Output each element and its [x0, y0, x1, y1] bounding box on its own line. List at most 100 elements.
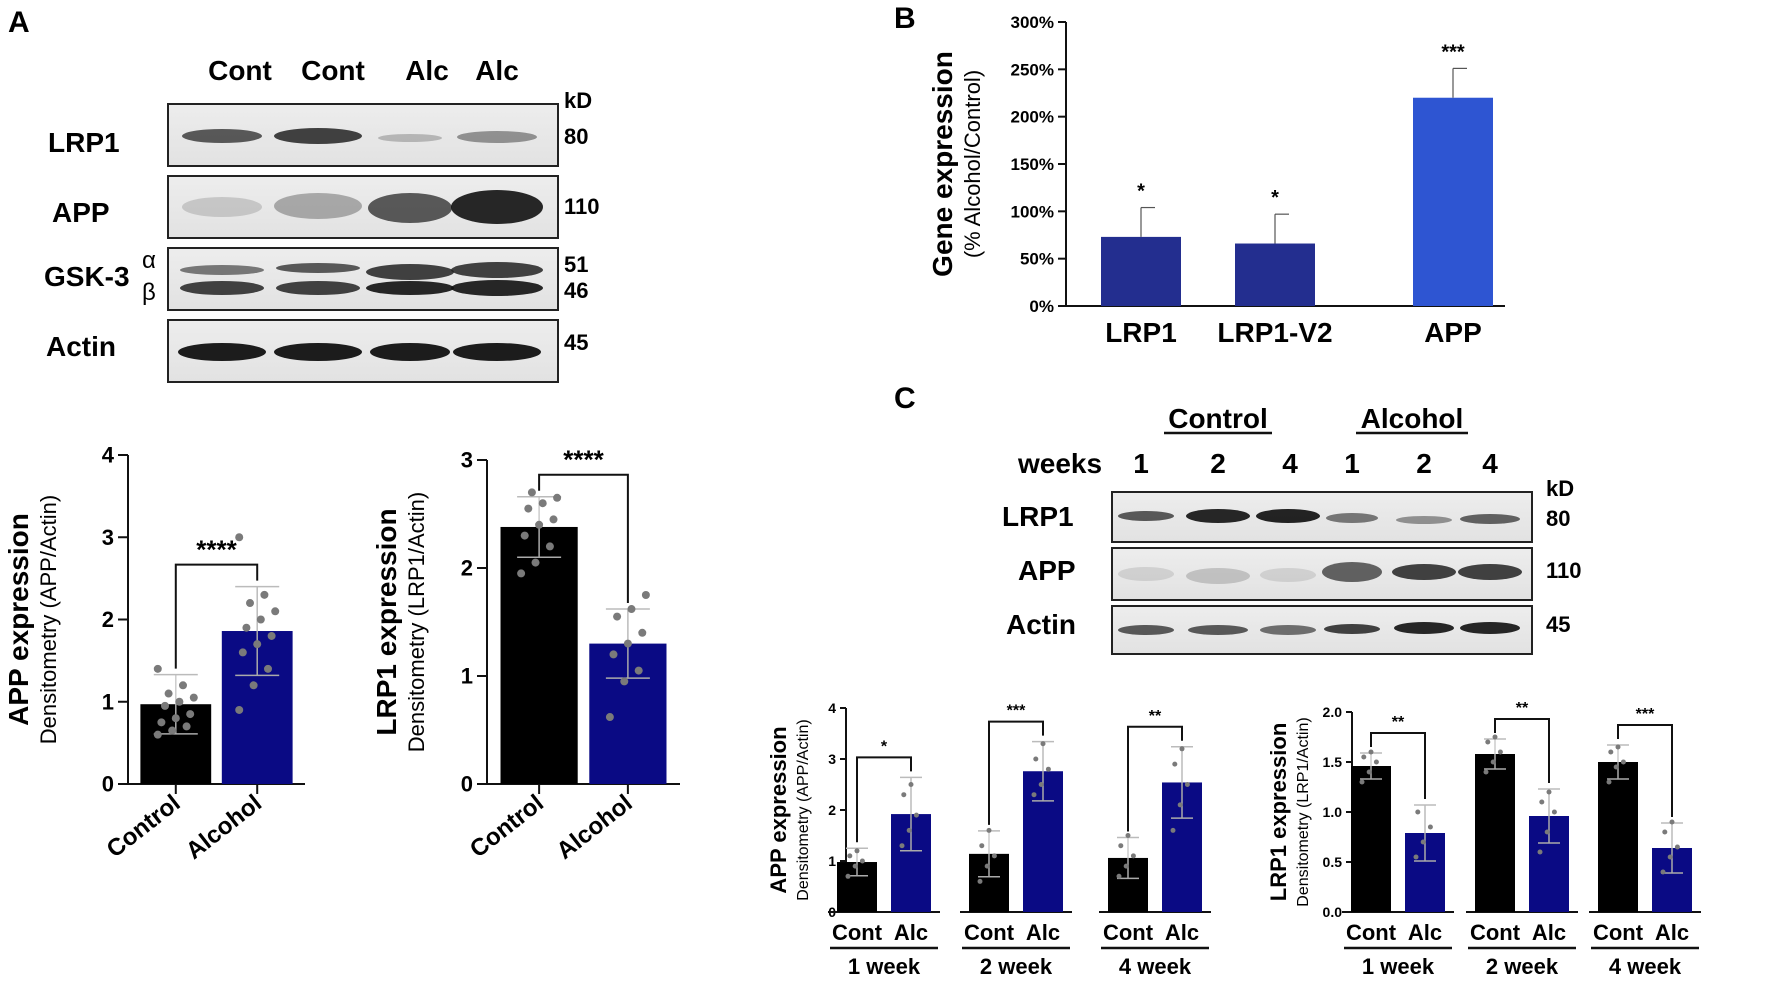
data-point: [1130, 853, 1136, 859]
data-point: [852, 863, 858, 869]
data-point: [1427, 824, 1433, 830]
y-tick-label: 2.0: [1323, 704, 1343, 720]
data-point: [535, 520, 544, 529]
blot-c-kd-app: 110: [1546, 558, 1582, 583]
significance-bracket: [538, 473, 629, 604]
data-point: [1038, 782, 1044, 787]
blot-a-lane-3: Alc: [405, 55, 449, 86]
data-point: [1490, 759, 1496, 765]
data-point: [977, 878, 983, 884]
blot-a-kd-app: 110: [564, 194, 600, 219]
y-axis-subtitle: Densitometry (APP/Actin): [36, 495, 61, 744]
x-tick-label: Alc: [1165, 920, 1199, 945]
x-tick-label: APP: [1424, 317, 1482, 348]
data-point: [1615, 744, 1621, 750]
group-label: 1 week: [1362, 954, 1435, 979]
data-point: [1413, 854, 1419, 860]
data-point: [153, 730, 162, 739]
x-tick-label: Alc: [894, 920, 928, 945]
y-tick-label: 300%: [1011, 13, 1054, 32]
data-point: [854, 848, 860, 854]
significance-bracket: [1127, 725, 1183, 832]
blot-a-band: [366, 281, 454, 295]
data-point: [1118, 843, 1124, 849]
y-axis-subtitle: (% Alcohol/Control): [960, 70, 985, 258]
significance-label: **: [1516, 700, 1529, 717]
blot-c-group-alcohol: Alcohol: [1361, 403, 1464, 434]
blot-c-band: [1394, 622, 1454, 634]
data-point: [189, 693, 198, 702]
data-point: [899, 843, 905, 849]
blot-a-kd-header: kD: [564, 88, 592, 113]
data-point: [1368, 749, 1374, 755]
blot-a-row-app: APP: [52, 197, 110, 228]
data-point: [153, 664, 162, 673]
blot-a-band: [451, 280, 543, 296]
y-axis-title: LRP1 expression: [371, 508, 402, 735]
data-point: [517, 569, 526, 578]
significance-label: ***: [1636, 706, 1655, 723]
group-label: 2 week: [1486, 954, 1559, 979]
bar: [1598, 762, 1638, 912]
y-tick-label: 100%: [1011, 202, 1054, 221]
data-point: [186, 710, 195, 719]
x-tick-label: Cont: [1593, 920, 1644, 945]
bar: [500, 526, 578, 784]
data-point: [1492, 734, 1498, 740]
data-point: [906, 827, 912, 833]
data-point: [1170, 827, 1176, 833]
y-tick-label: 2: [828, 802, 836, 818]
data-point: [1040, 741, 1046, 747]
significance-label: *: [1271, 187, 1279, 209]
data-point: [1497, 749, 1503, 755]
data-point: [1116, 873, 1122, 879]
group-label: 1 week: [848, 954, 921, 979]
blot-a-lane-2: Cont: [301, 55, 365, 86]
data-point: [524, 504, 533, 513]
data-point: [246, 599, 255, 608]
blot-a-kd-gsk3a: 51: [564, 252, 588, 277]
significance-label: **: [1149, 708, 1162, 725]
data-point: [1537, 849, 1543, 855]
blot-c-group-control: Control: [1168, 403, 1268, 434]
y-tick-label: 4: [828, 700, 836, 716]
blot-c-band: [1118, 625, 1174, 635]
blot-c-lane-2: 2: [1210, 448, 1226, 479]
data-point: [1123, 863, 1129, 869]
bar: [1235, 243, 1315, 306]
data-point: [991, 853, 997, 859]
data-point: [164, 689, 173, 698]
y-axis-subtitle: Densitometry (LRP1/Actin): [404, 492, 429, 752]
data-point: [527, 488, 536, 497]
blot-a-kd-lrp1: 80: [564, 124, 588, 149]
blot-a-band: [182, 197, 262, 217]
blot-a-band: [178, 343, 266, 361]
blot-c-band: [1186, 509, 1250, 523]
data-point: [1373, 759, 1379, 765]
data-point: [235, 533, 244, 542]
data-point: [531, 558, 540, 567]
blot-a-band: [276, 263, 360, 273]
blot-a-row-lrp1: LRP1: [48, 127, 120, 158]
data-point: [545, 542, 554, 551]
y-tick-label: 3: [828, 751, 836, 767]
group-label: 4 week: [1609, 954, 1682, 979]
data-point: [1539, 799, 1545, 805]
data-point: [1669, 819, 1675, 825]
blot-c: Control Alcohol weeks 1 2 4 1 2 4 kD LRP…: [1002, 403, 1582, 655]
data-point: [549, 515, 558, 524]
blot-c-lane-6: 4: [1482, 448, 1498, 479]
significance-label: ****: [196, 535, 237, 565]
blot-a-band: [451, 190, 543, 224]
x-tick-label: Alc: [1408, 920, 1442, 945]
data-point: [845, 873, 851, 879]
blot-a-row-actin: Actin: [46, 331, 116, 362]
blot-a-beta: β: [142, 279, 156, 306]
blot-c-band: [1118, 511, 1174, 521]
y-axis-title: APP expression: [3, 513, 34, 726]
y-tick-label: 200%: [1011, 108, 1054, 127]
blot-c-row-actin: Actin: [1006, 609, 1076, 640]
x-tick-label: Cont: [1346, 920, 1397, 945]
